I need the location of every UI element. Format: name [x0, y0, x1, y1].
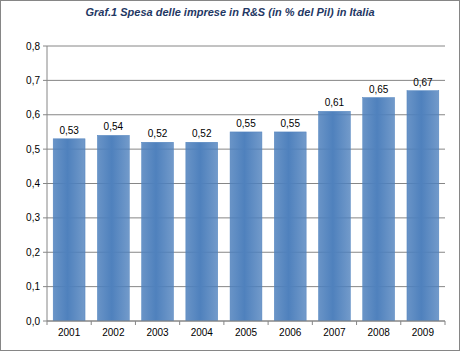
- x-tick-label: 2002: [102, 327, 125, 338]
- tick-mark: [43, 217, 47, 218]
- bar: [363, 98, 395, 321]
- x-tick-mark: [312, 321, 313, 325]
- data-label: 0,52: [148, 128, 168, 139]
- x-tick-mark: [400, 321, 401, 325]
- x-tick-mark: [223, 321, 224, 325]
- x-tick-mark: [179, 321, 180, 325]
- chart-frame: [1, 1, 460, 351]
- y-tick-label: 0,1: [26, 281, 40, 292]
- y-tick-label: 0,7: [26, 75, 40, 86]
- bar: [407, 91, 439, 321]
- y-tick-label: 0,4: [26, 178, 40, 189]
- y-tick-label: 0,3: [26, 212, 40, 223]
- data-label: 0,67: [413, 77, 433, 88]
- bars: [53, 91, 439, 321]
- chart: Graf.1 Spesa delle imprese in R&S (in % …: [0, 0, 460, 351]
- data-label: 0,61: [325, 97, 345, 108]
- y-tick-label: 0,0: [26, 316, 40, 327]
- tick-mark: [43, 149, 47, 150]
- tick-mark: [43, 321, 47, 322]
- y-tick-label: 0,5: [26, 144, 40, 155]
- x-tick-mark: [445, 321, 446, 325]
- data-label: 0,55: [280, 118, 300, 129]
- data-label: 0,55: [236, 118, 256, 129]
- data-label: 0,53: [59, 125, 79, 136]
- grid-line: [47, 321, 445, 322]
- bar: [319, 111, 351, 321]
- grid-line: [47, 46, 445, 47]
- tick-mark: [43, 46, 47, 47]
- tick-mark: [43, 286, 47, 287]
- x-axis: [47, 321, 445, 322]
- y-tick-label: 0,2: [26, 247, 40, 258]
- x-tick-mark: [47, 321, 48, 325]
- x-tick-mark: [135, 321, 136, 325]
- data-label: 0,54: [104, 121, 124, 132]
- x-tick-label: 2003: [146, 327, 169, 338]
- x-tick-label: 2008: [368, 327, 391, 338]
- y-axis: [47, 46, 48, 321]
- tick-mark: [43, 183, 47, 184]
- x-tick-label: 2005: [235, 327, 258, 338]
- bar: [186, 142, 218, 321]
- y-tick-label: 0,8: [26, 41, 40, 52]
- x-tick-label: 2009: [412, 327, 435, 338]
- x-tick-mark: [268, 321, 269, 325]
- y-tick-label: 0,6: [26, 109, 40, 120]
- tick-mark: [43, 80, 47, 81]
- x-tick-mark: [356, 321, 357, 325]
- bar: [142, 142, 174, 321]
- tick-mark: [43, 252, 47, 253]
- bar: [230, 132, 262, 321]
- title: Graf.1 Spesa delle imprese in R&S (in % …: [85, 6, 374, 18]
- x-tick-label: 2007: [323, 327, 346, 338]
- x-tick-mark: [91, 321, 92, 325]
- grid-line: [47, 80, 445, 81]
- data-label: 0,65: [369, 84, 389, 95]
- data-label: 0,52: [192, 128, 212, 139]
- x-tick-label: 2006: [279, 327, 302, 338]
- bar: [274, 132, 306, 321]
- bar: [53, 139, 85, 321]
- x-tick-label: 2001: [58, 327, 81, 338]
- tick-mark: [43, 114, 47, 115]
- x-tick-label: 2004: [191, 327, 214, 338]
- bar: [97, 135, 129, 321]
